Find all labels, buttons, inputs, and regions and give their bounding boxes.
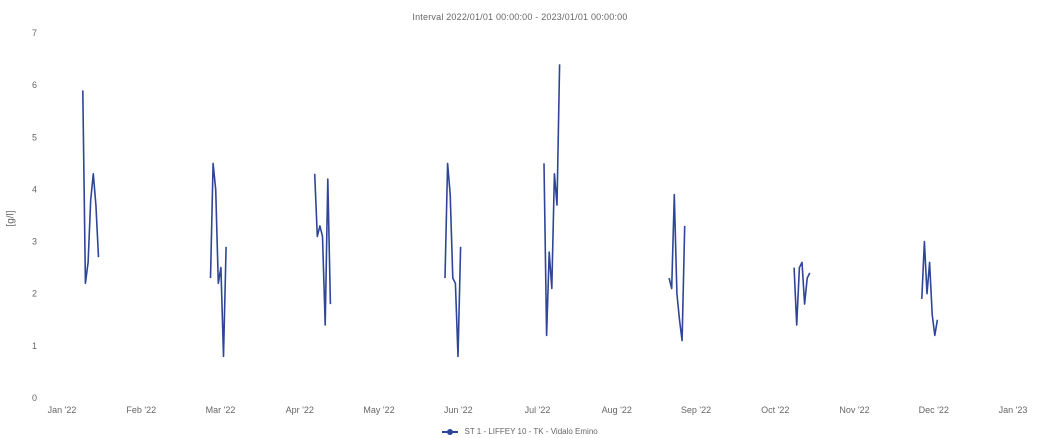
series-line[interactable] bbox=[444, 162, 462, 358]
series-line[interactable] bbox=[313, 173, 332, 326]
x-tick-label: Nov '22 bbox=[839, 405, 869, 415]
series-line[interactable] bbox=[793, 261, 811, 326]
y-tick-label: 5 bbox=[32, 132, 37, 142]
x-tick-label: Apr '22 bbox=[286, 405, 314, 415]
x-tick-label: Dec '22 bbox=[919, 405, 949, 415]
x-tick-label: Sep '22 bbox=[681, 405, 711, 415]
y-tick-label: 7 bbox=[32, 28, 37, 38]
y-tick-label: 1 bbox=[32, 341, 37, 351]
x-tick-label: Feb '22 bbox=[126, 405, 156, 415]
x-tick-label: Mar '22 bbox=[206, 405, 236, 415]
legend-marker bbox=[442, 428, 459, 436]
series-line[interactable] bbox=[82, 90, 100, 285]
chart-title: Interval 2022/01/01 00:00:00 - 2023/01/0… bbox=[412, 12, 628, 22]
legend-label: ST 1 - LIFFEY 10 - TK - Vidalo Emino bbox=[464, 427, 598, 436]
x-tick-label: Oct '22 bbox=[761, 405, 789, 415]
x-tick-label: Aug '22 bbox=[602, 405, 632, 415]
y-tick-label: 6 bbox=[32, 80, 37, 90]
y-tick-label: 4 bbox=[32, 184, 37, 194]
x-tick-label: Jun '22 bbox=[444, 405, 473, 415]
x-tick-label: Jan '23 bbox=[999, 405, 1028, 415]
series-line[interactable] bbox=[668, 193, 686, 342]
series-line[interactable] bbox=[543, 64, 561, 337]
x-tick-label: Jan '22 bbox=[48, 405, 77, 415]
series-line[interactable] bbox=[921, 240, 939, 337]
x-tick-label: Jul '22 bbox=[525, 405, 551, 415]
y-tick-label: 3 bbox=[32, 237, 37, 247]
y-tick-label: 2 bbox=[32, 289, 37, 299]
series-line[interactable] bbox=[209, 162, 227, 358]
legend[interactable]: ST 1 - LIFFEY 10 - TK - Vidalo Emino bbox=[0, 427, 1040, 436]
x-tick-label: May '22 bbox=[363, 405, 394, 415]
y-tick-label: 0 bbox=[32, 393, 37, 403]
